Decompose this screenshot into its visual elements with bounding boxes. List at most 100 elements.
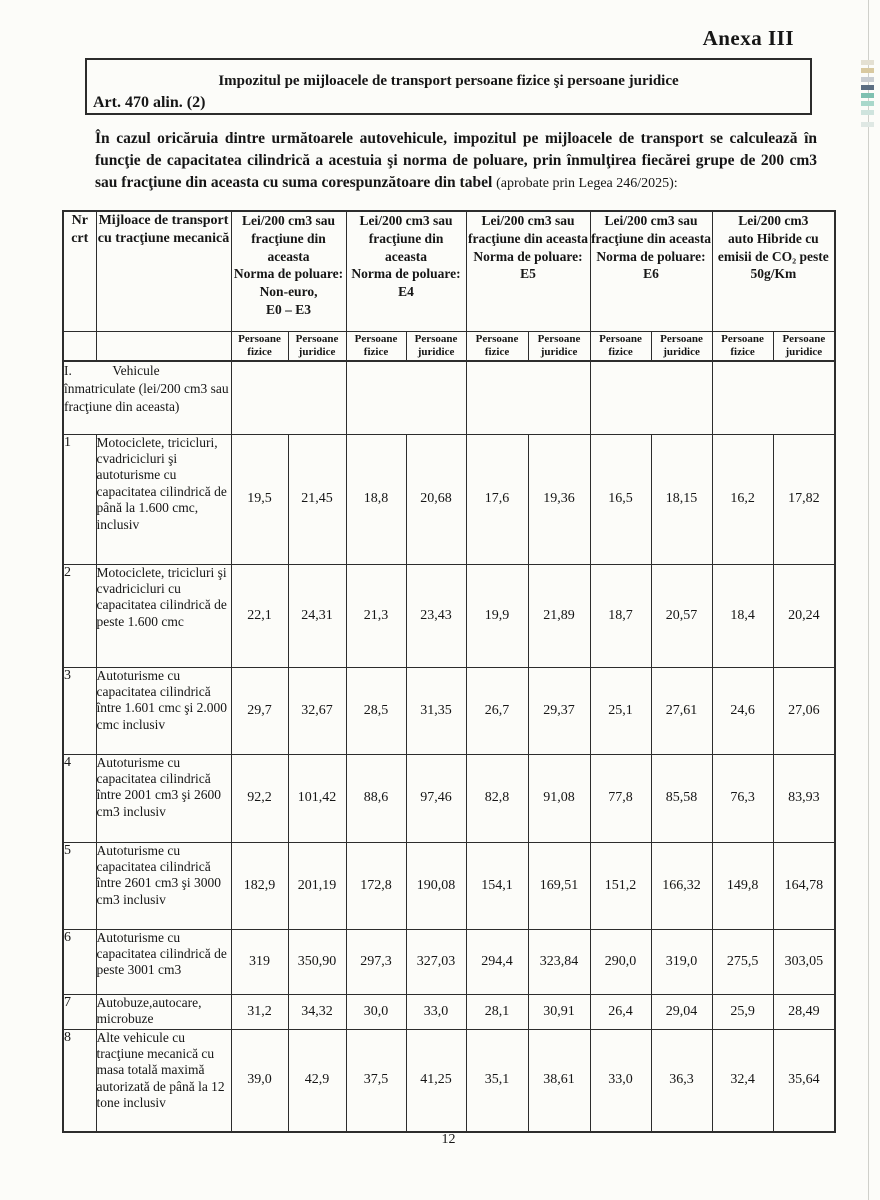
section-empty-cell <box>711 360 836 435</box>
subheader-fizice: Persoane fizice <box>230 330 289 362</box>
tax-value-cell: 28,1 <box>465 993 529 1030</box>
table-row: 6 Autoturisme cu capacitatea cilindrică d… <box>62 928 836 995</box>
tax-value-cell: 97,46 <box>405 753 467 843</box>
table-body: I. Vehicule înmatriculate (lei/200 cm3 s… <box>62 360 836 1133</box>
tax-value-cell: 85,58 <box>650 753 713 843</box>
header-sub-row: Persoane fizice Persoane juridice Persoa… <box>62 330 836 362</box>
tax-value-cell: 18,4 <box>711 563 774 668</box>
tax-value-cell: 297,3 <box>345 928 407 995</box>
row-number-cell: 4 <box>62 753 97 843</box>
scan-artifact-mark <box>861 101 874 106</box>
tax-value-cell: 37,5 <box>345 1028 407 1133</box>
page-number: 12 <box>441 1132 456 1147</box>
intro-text: În cazul oricăruia dintre următoarele au… <box>95 130 817 191</box>
tax-value-cell: 25,9 <box>711 993 774 1030</box>
tax-value-cell: 182,9 <box>230 841 289 930</box>
tax-value-cell: 26,7 <box>465 666 529 755</box>
section-label: I. Vehicule înmatriculate (lei/200 cm3 s… <box>62 360 232 435</box>
tax-value-cell: 21,89 <box>527 563 591 668</box>
table-row: 2 Motociclete, tricicluri şi cvadriciclur… <box>62 563 836 668</box>
tax-value-cell: 88,6 <box>345 753 407 843</box>
table-row: 8 Alte vehicule cu tracţiune mecanică cu … <box>62 1028 836 1133</box>
tax-value-cell: 164,78 <box>772 841 836 930</box>
tax-value-cell: 294,4 <box>465 928 529 995</box>
table-row: 3 Autoturisme cu capacitatea cilindrică î… <box>62 666 836 755</box>
tax-value-cell: 290,0 <box>589 928 652 995</box>
table-row: 1 Motociclete, tricicluri, cvadricicluri … <box>62 433 836 565</box>
tax-value-cell: 28,49 <box>772 993 836 1030</box>
article-reference: Art. 470 alin. (2) <box>93 94 206 111</box>
tax-value-cell: 275,5 <box>711 928 774 995</box>
tax-value-cell: 29,37 <box>527 666 591 755</box>
vehicle-description-cell: Alte vehicule cu tracţiune mecanică cu m… <box>95 1028 232 1133</box>
scan-artifact-mark <box>861 77 874 82</box>
tax-value-cell: 16,5 <box>589 433 652 565</box>
tax-value-cell: 151,2 <box>589 841 652 930</box>
table-row: 5 Autoturisme cu capacitatea cilindrică î… <box>62 841 836 930</box>
row-number-cell: 5 <box>62 841 97 930</box>
tax-value-cell: 101,42 <box>287 753 347 843</box>
tax-value-cell: 172,8 <box>345 841 407 930</box>
tax-value-cell: 28,5 <box>345 666 407 755</box>
tax-value-cell: 21,45 <box>287 433 347 565</box>
tax-value-cell: 17,82 <box>772 433 836 565</box>
subheader-juridice: Persoane juridice <box>405 330 467 362</box>
tax-value-cell: 92,2 <box>230 753 289 843</box>
row-number-cell: 2 <box>62 563 97 668</box>
intro-paragraph: În cazul oricăruia dintre următoarele au… <box>95 128 817 194</box>
header-group-e5: Lei/200 cm3 sau fracţiune din aceasta No… <box>465 210 591 332</box>
vehicle-description-cell: Autoturisme cu capacitatea cilindrică în… <box>95 841 232 930</box>
tax-value-cell: 20,57 <box>650 563 713 668</box>
tax-value-cell: 35,1 <box>465 1028 529 1133</box>
tax-value-cell: 77,8 <box>589 753 652 843</box>
vehicle-description-cell: Motociclete, tricicluri şi cvadricicluri… <box>95 563 232 668</box>
tax-value-cell: 190,08 <box>405 841 467 930</box>
header-group-noneuro: Lei/200 cm3 sau fracţiune din aceasta No… <box>230 210 347 332</box>
tax-value-cell: 154,1 <box>465 841 529 930</box>
tax-value-cell: 323,84 <box>527 928 591 995</box>
tax-value-cell: 33,0 <box>589 1028 652 1133</box>
tax-value-cell: 31,2 <box>230 993 289 1030</box>
vehicle-tax-table: Nr crt Mijloace de transport cu tracţiun… <box>62 210 837 1133</box>
scan-artifact-mark <box>861 85 874 90</box>
vehicle-description-cell: Motociclete, tricicluri, cvadricicluri ş… <box>95 433 232 565</box>
scan-artifact-mark <box>861 60 874 65</box>
tax-value-cell: 16,2 <box>711 433 774 565</box>
tax-value-cell: 166,32 <box>650 841 713 930</box>
scan-artifact-mark <box>861 110 874 115</box>
subheader-juridice: Persoane juridice <box>287 330 347 362</box>
tax-value-cell: 42,9 <box>287 1028 347 1133</box>
header-group-row: Nr crt Mijloace de transport cu tracţiun… <box>62 210 836 332</box>
tax-value-cell: 25,1 <box>589 666 652 755</box>
row-number-cell: 6 <box>62 928 97 995</box>
scan-artifact-mark <box>861 93 874 98</box>
tax-value-cell: 21,3 <box>345 563 407 668</box>
header-group-hybrid: Lei/200 cm3 auto Hibride cu emisii de CO… <box>711 210 836 332</box>
tax-value-cell: 17,6 <box>465 433 529 565</box>
tax-value-cell: 31,35 <box>405 666 467 755</box>
section-row-vehicule-inmatriculate: I. Vehicule înmatriculate (lei/200 cm3 s… <box>62 360 836 435</box>
tax-value-cell: 23,43 <box>405 563 467 668</box>
title-box: Impozitul pe mijloacele de transport per… <box>85 58 812 115</box>
table-row: 4 Autoturisme cu capacitatea cilindrică î… <box>62 753 836 843</box>
header-group-e6: Lei/200 cm3 sau fracţiune din aceasta No… <box>589 210 713 332</box>
scan-artifact-mark <box>861 68 874 73</box>
tax-value-cell: 36,3 <box>650 1028 713 1133</box>
section-empty-cell <box>345 360 467 435</box>
tax-value-cell: 38,61 <box>527 1028 591 1133</box>
tax-value-cell: 76,3 <box>711 753 774 843</box>
vehicle-description-cell: Autoturisme cu capacitatea cilindrică în… <box>95 753 232 843</box>
section-empty-cell <box>230 360 347 435</box>
tax-value-cell: 27,61 <box>650 666 713 755</box>
tax-value-cell: 19,36 <box>527 433 591 565</box>
scan-artifact-mark <box>861 122 874 127</box>
tax-value-cell: 20,68 <box>405 433 467 565</box>
row-number-cell: 7 <box>62 993 97 1030</box>
tax-value-cell: 24,6 <box>711 666 774 755</box>
tax-value-cell: 32,4 <box>711 1028 774 1133</box>
tax-value-cell: 18,7 <box>589 563 652 668</box>
tax-value-cell: 19,5 <box>230 433 289 565</box>
subheader-fizice: Persoane fizice <box>465 330 529 362</box>
section-empty-cell <box>589 360 713 435</box>
subheader-fizice: Persoane fizice <box>711 330 774 362</box>
